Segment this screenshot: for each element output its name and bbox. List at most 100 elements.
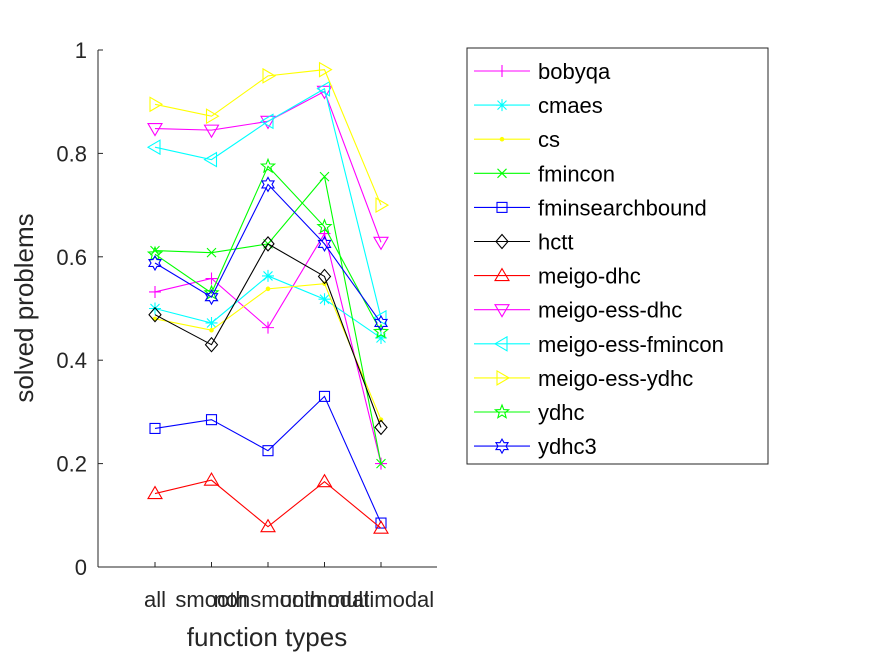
- data-point-cmaes: [205, 316, 218, 329]
- x-axis-title: function types: [187, 622, 347, 652]
- data-point-meigo-ess-fmincon: [316, 80, 331, 97]
- legend-marker-meigo-ess-fmincon: [493, 335, 508, 352]
- data-point-fminsearchbound: [149, 422, 161, 434]
- data-point-ydhc3: [317, 235, 332, 252]
- data-point-meigo-ess-dhc: [316, 85, 333, 100]
- data-point-cs: [265, 286, 271, 292]
- data-point-meigo-dhc: [316, 473, 333, 488]
- x-tick-label: smooth: [175, 587, 247, 612]
- data-point-fmincon: [319, 171, 330, 182]
- legend-label-hctt: hctt: [538, 230, 573, 255]
- x-tick-label: multimodal: [328, 587, 434, 612]
- y-ticks: 0 0.2 0.4 0.6 0.8 1: [56, 38, 103, 580]
- legend-box: [466, 47, 769, 465]
- legend-label-meigo-dhc: meigo-dhc: [538, 264, 641, 289]
- data-point-ydhc: [316, 218, 333, 234]
- data-point-ydhc3: [260, 176, 276, 193]
- data-point-meigo-ess-ydhc: [375, 197, 390, 214]
- data-point-meigo-ess-fmincon: [203, 151, 218, 168]
- series-line-cs: [154, 283, 382, 420]
- series-ydhc3: [147, 176, 389, 332]
- legend-label-fminsearchbound: fminsearchbound: [538, 195, 707, 220]
- data-point-hctt: [204, 336, 219, 353]
- legend-label-cmaes: cmaes: [538, 93, 603, 118]
- plot-area: 0 0.2 0.4 0.6 0.8 1 all smoothnonsmoothunimoda…: [56, 38, 437, 612]
- data-point-ydhc3: [373, 314, 389, 332]
- legend-item-fmincon: fmincon: [474, 161, 615, 186]
- data-point-meigo-dhc: [147, 485, 163, 500]
- data-point-meigo-ess-ydhc: [262, 67, 277, 84]
- data-point-hctt: [148, 306, 162, 323]
- legend-label-bobyqa: bobyqa: [538, 59, 611, 84]
- legend-label-cs: cs: [538, 127, 560, 152]
- data-point-meigo-ess-fmincon: [146, 139, 161, 156]
- data-point-meigo-ess-dhc: [147, 123, 163, 137]
- y-tick-label: 0.4: [56, 348, 87, 373]
- data-point-bobyqa: [262, 321, 274, 334]
- data-point-fminsearchbound: [318, 390, 331, 402]
- legend-marker-fmincon: [497, 168, 507, 179]
- legend-item-ydhc3: ydhc3: [474, 434, 597, 459]
- data-point-fmincon: [206, 247, 217, 258]
- legend-item-fminsearchbound: fminsearchbound: [474, 195, 707, 220]
- series-line-meigo-ess-ydhc: [154, 69, 382, 206]
- series-meigo-dhc: [147, 472, 389, 534]
- data-point-meigo-dhc: [260, 518, 276, 533]
- legend-item-cs: cs: [474, 127, 560, 152]
- legend-item-bobyqa: bobyqa: [474, 59, 611, 84]
- legend-marker-bobyqa: [496, 65, 508, 77]
- series-line-meigo-dhc: [154, 479, 382, 529]
- legend-marker-meigo-dhc: [494, 267, 510, 282]
- data-point-fminsearchbound: [262, 445, 274, 457]
- legend-item-cmaes: cmaes: [474, 93, 603, 118]
- y-tick-label: 1: [75, 38, 87, 63]
- legend-marker-cmaes: [496, 99, 508, 112]
- legend-marker-cs: [499, 136, 505, 142]
- series-lines: [146, 61, 390, 534]
- series-fminsearchbound: [149, 390, 387, 529]
- data-point-cmaes: [375, 331, 387, 344]
- series-hctt: [148, 236, 388, 436]
- data-point-meigo-dhc: [373, 520, 389, 534]
- legend-marker-fminsearchbound: [496, 201, 508, 213]
- data-point-ydhc: [259, 157, 277, 174]
- legend-marker-hctt: [495, 233, 509, 250]
- x-tick-label: all: [144, 587, 166, 612]
- data-point-hctt: [261, 236, 275, 252]
- legend-label-meigo-ess-ydhc: meigo-ess-ydhc: [538, 366, 693, 391]
- legend-marker-ydhc: [493, 403, 511, 419]
- y-tick-label: 0.8: [56, 141, 87, 166]
- data-point-cs: [209, 327, 214, 333]
- series-line-meigo-ess-fmincon: [154, 87, 382, 318]
- legend-label-meigo-ess-fmincon: meigo-ess-fmincon: [538, 332, 724, 357]
- series-line-ydhc: [154, 165, 382, 333]
- legend-label-fmincon: fmincon: [538, 161, 615, 186]
- y-tick-label: 0.6: [56, 245, 87, 270]
- data-point-fmincon: [376, 458, 386, 469]
- data-point-ydhc3: [147, 254, 163, 272]
- data-point-bobyqa: [205, 272, 218, 285]
- legend-label-meigo-ess-dhc: meigo-ess-dhc: [538, 298, 682, 323]
- data-point-fmincon: [150, 245, 160, 256]
- series-cs: [152, 281, 384, 422]
- legend-item-hctt: hctt: [474, 230, 573, 255]
- series-line-fminsearchbound: [154, 395, 382, 524]
- series-ydhc: [146, 157, 390, 339]
- data-point-ydhc3: [204, 289, 219, 306]
- legend-label-ydhc3: ydhc3: [538, 434, 597, 459]
- data-point-fminsearchbound: [205, 414, 218, 426]
- legend-label-ydhc: ydhc: [538, 400, 584, 425]
- data-point-meigo-ess-dhc: [260, 115, 276, 130]
- data-point-meigo-ess-dhc: [373, 236, 389, 251]
- series-line-fmincon: [154, 175, 382, 464]
- data-point-bobyqa: [149, 285, 161, 298]
- y-tick-label: 0.2: [56, 452, 87, 477]
- x-tick-label: unimodal: [280, 587, 369, 612]
- legend-item-meigo-dhc: meigo-dhc: [474, 264, 641, 289]
- series-meigo-ess-ydhc: [149, 61, 390, 214]
- data-point-cmaes: [262, 269, 274, 282]
- legend: bobyqa cmaes cs fmincon fminsearchbound hctt m…: [466, 47, 769, 465]
- data-point-hctt: [374, 419, 388, 436]
